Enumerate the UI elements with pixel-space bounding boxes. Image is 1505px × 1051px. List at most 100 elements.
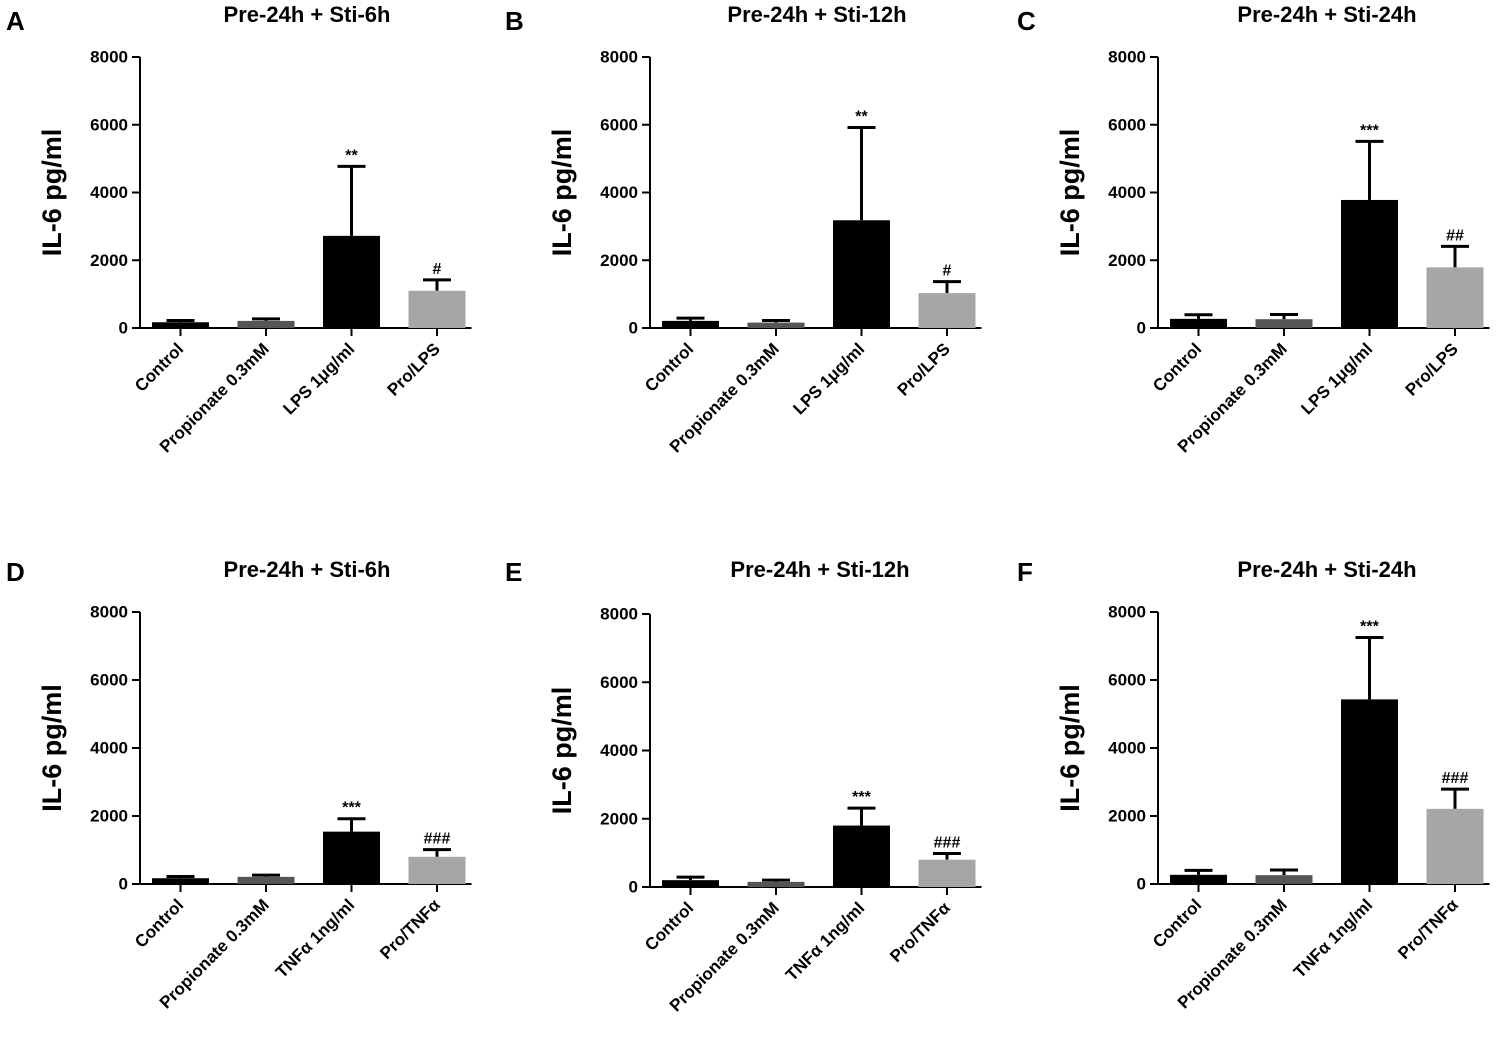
significance-label: # (943, 263, 952, 280)
chart-panel-a: A Pre-24h + Sti-6h IL-6 pg/ml 0 2000 4000 6000… (6, 2, 472, 456)
panel-letter: E (505, 557, 522, 587)
x-tick-label: Control (641, 898, 697, 954)
panel-letter: C (1017, 6, 1036, 36)
y-tick-label: 0 (629, 319, 638, 338)
chart-panel-d: D Pre-24h + Sti-6h IL-6 pg/ml 0 2000 4000 6000… (6, 557, 472, 1012)
bar (237, 320, 295, 328)
significance-label: *** (1360, 122, 1379, 139)
bar (1341, 199, 1398, 328)
x-tick-label: TNFα 1ng/ml (272, 895, 358, 981)
significance-label: ### (1442, 770, 1469, 787)
y-tick-label: 6000 (1108, 671, 1146, 690)
x-tick-label: LPS 1μg/ml (789, 339, 868, 418)
chart-title: Pre-24h + Sti-6h (224, 2, 391, 27)
x-tick-label: Pro/LPS (894, 339, 954, 399)
bar (747, 881, 805, 887)
y-tick-label: 6000 (90, 115, 128, 134)
bar (747, 322, 805, 328)
bar (918, 293, 976, 328)
bar (408, 856, 466, 884)
y-tick-label: 4000 (90, 739, 128, 758)
y-tick-label: 0 (1137, 319, 1146, 338)
y-tick-label: 2000 (600, 809, 638, 828)
significance-label: ## (1446, 227, 1464, 244)
x-tick-label: LPS 1μg/ml (279, 339, 358, 418)
chart-panel-b: B Pre-24h + Sti-12h IL-6 pg/ml 0 2000 4000 600… (505, 2, 982, 456)
bar (152, 322, 209, 328)
chart-title: Pre-24h + Sti-24h (1237, 2, 1416, 27)
significance-label: ** (855, 108, 868, 125)
bar (152, 878, 209, 884)
x-tick-label: Pro/TNFα (376, 895, 444, 963)
y-tick-label: 2000 (600, 251, 638, 270)
y-axis-label: IL-6 pg/ml (1055, 129, 1085, 257)
x-tick-label: Pro/TNFα (886, 898, 954, 966)
x-tick-label: LPS 1μg/ml (1297, 339, 1376, 418)
y-tick-label: 4000 (600, 183, 638, 202)
y-tick-label: 6000 (90, 671, 128, 690)
bar (1426, 808, 1484, 884)
x-tick-label: TNFα 1ng/ml (1290, 895, 1376, 981)
x-tick-label: Control (131, 895, 187, 951)
panel-letter: A (6, 6, 25, 36)
y-axis-label: IL-6 pg/ml (37, 684, 67, 812)
chart-title: Pre-24h + Sti-12h (730, 557, 909, 582)
significance-label: *** (1360, 619, 1379, 636)
y-tick-label: 4000 (600, 741, 638, 760)
x-tick-label: Control (131, 339, 187, 395)
x-tick-label: Control (1149, 895, 1205, 951)
y-tick-label: 6000 (1108, 115, 1146, 134)
bar (1426, 267, 1484, 328)
significance-label: ** (345, 147, 358, 164)
significance-label: ### (934, 835, 961, 852)
chart-panel-c: C Pre-24h + Sti-24h IL-6 pg/ml 0 2000 4000 600… (1017, 2, 1490, 456)
y-tick-label: 0 (629, 878, 638, 897)
y-tick-label: 8000 (1108, 603, 1146, 622)
x-tick-label: Control (641, 339, 697, 395)
significance-label: ### (424, 831, 451, 848)
bar (662, 880, 719, 887)
significance-label: *** (852, 789, 871, 806)
chart-title: Pre-24h + Sti-6h (224, 557, 391, 582)
y-tick-label: 8000 (90, 603, 128, 622)
y-tick-label: 0 (119, 319, 128, 338)
y-tick-label: 8000 (600, 605, 638, 624)
y-tick-label: 8000 (600, 48, 638, 67)
x-tick-label: TNFα 1ng/ml (782, 898, 868, 984)
y-tick-label: 4000 (90, 183, 128, 202)
y-tick-label: 2000 (1108, 807, 1146, 826)
chart-title: Pre-24h + Sti-12h (727, 2, 906, 27)
y-axis-label: IL-6 pg/ml (37, 129, 67, 257)
bar (1170, 874, 1227, 884)
y-tick-label: 8000 (90, 48, 128, 67)
significance-label: # (433, 261, 442, 278)
bar (833, 825, 890, 887)
bar (237, 876, 295, 884)
panel-letter: B (505, 6, 524, 36)
chart-panel-f: F Pre-24h + Sti-24h IL-6 pg/ml 0 2000 4000 600… (1017, 557, 1490, 1012)
bar (408, 290, 466, 328)
chart-panel-e: E Pre-24h + Sti-12h IL-6 pg/ml 0 2000 4000 600… (505, 557, 982, 1015)
bar (1255, 875, 1313, 884)
y-tick-label: 2000 (90, 807, 128, 826)
y-tick-label: 0 (1137, 875, 1146, 894)
x-tick-label: Control (1149, 339, 1205, 395)
chart-title: Pre-24h + Sti-24h (1237, 557, 1416, 582)
y-tick-label: 8000 (1108, 48, 1146, 67)
y-tick-label: 2000 (1108, 251, 1146, 270)
x-tick-label: Pro/LPS (1402, 339, 1462, 399)
bar (1170, 318, 1227, 328)
bar (1341, 699, 1398, 884)
bar (323, 235, 380, 328)
y-axis-label: IL-6 pg/ml (547, 129, 577, 257)
y-axis-label: IL-6 pg/ml (1055, 684, 1085, 812)
y-tick-label: 0 (119, 875, 128, 894)
panel-letter: D (6, 557, 25, 587)
panel-letter: F (1017, 557, 1033, 587)
y-tick-label: 2000 (90, 251, 128, 270)
x-tick-label: Pro/TNFα (1394, 895, 1462, 963)
y-tick-label: 6000 (600, 673, 638, 692)
significance-label: *** (342, 800, 361, 817)
bar (833, 220, 890, 328)
